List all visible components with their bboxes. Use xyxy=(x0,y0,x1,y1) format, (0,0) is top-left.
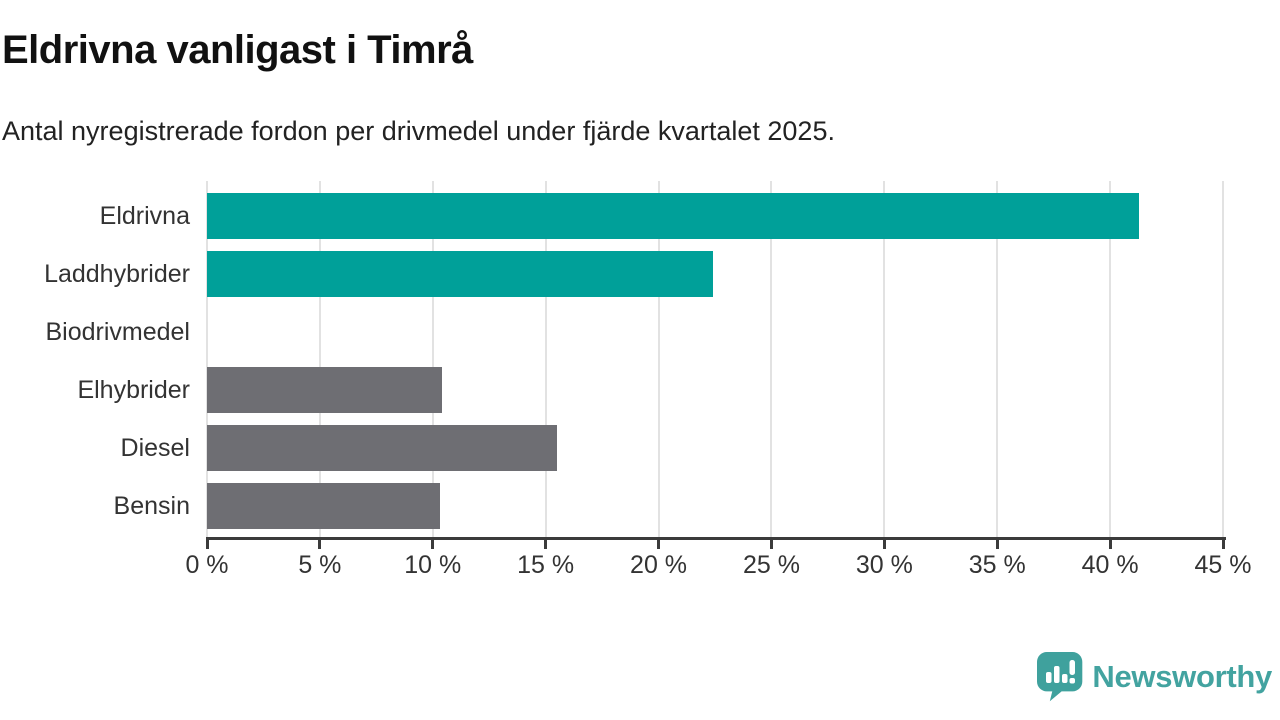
brand-footer: Newsworthy xyxy=(1037,652,1272,702)
chart-title: Eldrivna vanligast i Timrå xyxy=(2,28,473,72)
gridline xyxy=(883,181,886,537)
category-label: Laddhybrider xyxy=(44,259,190,288)
category-label: Elhybrider xyxy=(77,375,190,404)
x-tick-label: 0 % xyxy=(185,551,229,579)
bar-bensin xyxy=(207,483,440,529)
category-label: Biodrivmedel xyxy=(45,317,190,346)
gridline xyxy=(318,181,321,537)
x-tick xyxy=(318,537,322,549)
x-tick-label: 5 % xyxy=(298,551,342,579)
x-tick xyxy=(657,537,661,549)
x-tick-label: 25 % xyxy=(742,551,800,579)
bar-eldrivna xyxy=(207,193,1140,239)
bar-diesel xyxy=(207,425,557,471)
x-tick-label: 45 % xyxy=(1194,551,1252,579)
x-tick xyxy=(205,537,209,549)
gridline xyxy=(206,181,208,537)
plot-area xyxy=(206,181,1224,537)
newsworthy-logo-icon xyxy=(1037,652,1083,702)
x-tick xyxy=(544,537,548,549)
gridline xyxy=(657,181,660,537)
gridline xyxy=(1222,181,1224,537)
x-tick xyxy=(1221,537,1225,549)
gridline xyxy=(996,181,999,537)
x-tick-label: 10 % xyxy=(404,551,462,579)
x-tick-label: 30 % xyxy=(855,551,913,579)
gridline xyxy=(431,181,434,537)
x-tick xyxy=(431,537,435,549)
x-tick xyxy=(1108,537,1112,549)
x-axis-line xyxy=(207,537,1226,540)
gridline xyxy=(1109,181,1112,537)
gridline xyxy=(544,181,547,537)
x-tick xyxy=(882,537,886,549)
chart-subtitle: Antal nyregistrerade fordon per drivmede… xyxy=(2,116,835,146)
brand-name: Newsworthy xyxy=(1092,659,1272,694)
gridline xyxy=(770,181,773,537)
bar-laddhybrider xyxy=(207,251,713,297)
bar-elhybrider xyxy=(207,367,442,413)
x-tick-label: 15 % xyxy=(517,551,575,579)
x-tick-label: 35 % xyxy=(968,551,1026,579)
category-label: Bensin xyxy=(113,491,190,520)
category-label: Diesel xyxy=(120,433,190,462)
x-tick-label: 40 % xyxy=(1081,551,1139,579)
category-label: Eldrivna xyxy=(99,201,190,230)
x-tick xyxy=(769,537,773,549)
x-tick-label: 20 % xyxy=(630,551,688,579)
x-tick xyxy=(995,537,999,549)
